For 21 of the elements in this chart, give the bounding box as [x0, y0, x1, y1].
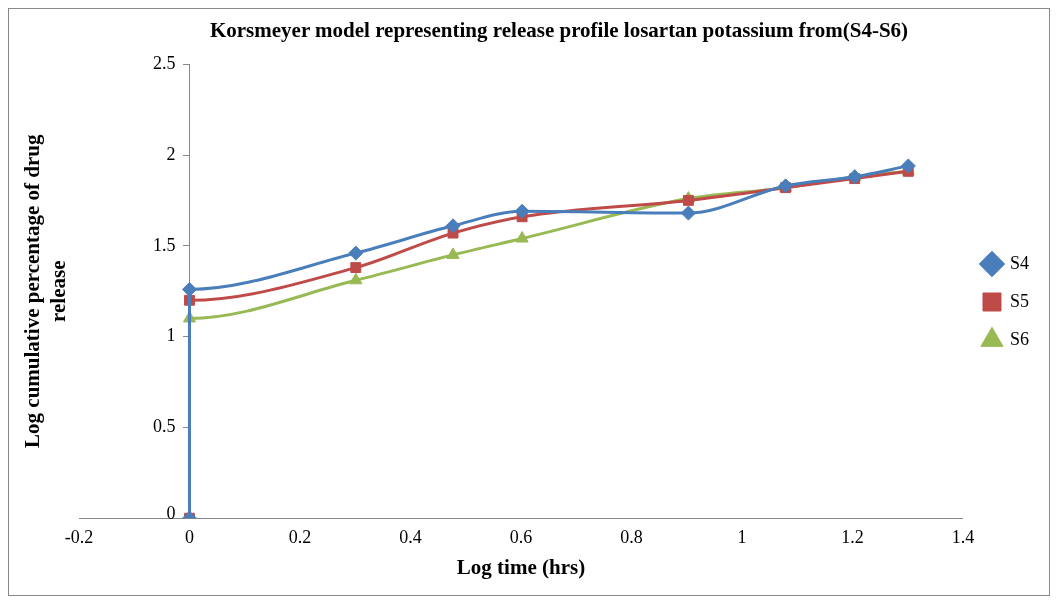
x-tick-label: 0.4	[399, 526, 422, 547]
y-tick-label: 2.5	[153, 52, 176, 73]
y-tick-label: 0	[166, 502, 176, 523]
legend-label: S5	[1009, 290, 1029, 311]
x-tick-label: 0	[185, 526, 194, 547]
y-axis-title: Log cumulative percentage of drug release	[20, 134, 70, 448]
y-tick-label: 0.5	[153, 416, 176, 437]
y-tick-label: 1	[166, 325, 176, 346]
x-tick-label: 0.6	[509, 526, 533, 547]
legend-label: S4	[1009, 252, 1029, 273]
x-tick-label: 1.4	[951, 526, 975, 547]
chart-title: Korsmeyer model representing release profile losartan potassium from(S4-S6)	[209, 18, 909, 43]
x-tick-label: -0.2	[64, 526, 94, 547]
x-axis-title: Log time (hrs)	[456, 554, 586, 579]
y-tick-label: 1.5	[153, 234, 176, 255]
x-tick-label: 0.2	[288, 526, 312, 547]
x-tick-label: 1	[737, 526, 747, 547]
legend-label: S6	[1009, 328, 1029, 349]
x-tick-label: 0.8	[620, 526, 643, 547]
x-tick-label: 1.2	[841, 526, 864, 547]
y-tick-label: 2	[166, 143, 176, 164]
